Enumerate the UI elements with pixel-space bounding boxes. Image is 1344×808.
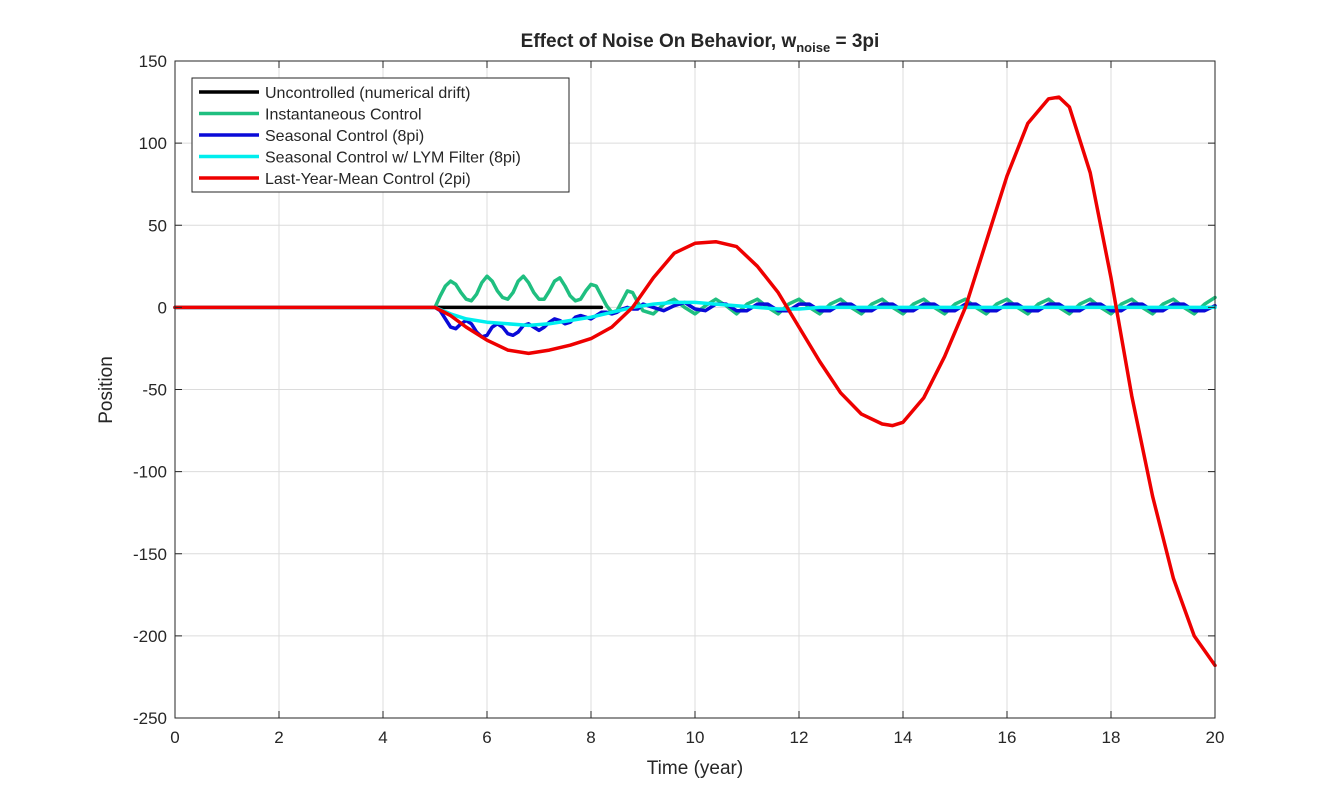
x-tick-label: 8: [586, 728, 595, 747]
x-tick-label: 0: [170, 728, 179, 747]
x-tick-label: 6: [482, 728, 491, 747]
legend-entry-label: Seasonal Control (8pi): [265, 128, 424, 145]
x-axis-label: Time (year): [647, 758, 743, 779]
chart-title: Effect of Noise On Behavior, wnoise = 3p…: [521, 31, 880, 55]
y-tick-label: -100: [133, 463, 167, 482]
x-tick-label: 12: [790, 728, 809, 747]
y-tick-label: -50: [142, 381, 167, 400]
x-tick-label: 4: [378, 728, 387, 747]
x-tick-label: 2: [274, 728, 283, 747]
y-tick-label: 150: [139, 52, 167, 71]
series-line-1: [173, 274, 1217, 316]
y-tick-label: -250: [133, 709, 167, 728]
y-tick-label: 50: [148, 216, 167, 235]
x-tick-label: 20: [1206, 728, 1225, 747]
x-tick-label: 14: [894, 728, 913, 747]
legend-entry-label: Uncontrolled (numerical drift): [265, 85, 470, 102]
chart-title-suffix: = 3pi: [830, 31, 879, 52]
legend-entry-label: Seasonal Control w/ LYM Filter (8pi): [265, 150, 521, 167]
legend-entry-label: Instantaneous Control: [265, 107, 422, 124]
y-axis-label: Position: [96, 356, 117, 424]
series-layer: [173, 95, 1217, 668]
y-tick-label: 0: [158, 298, 167, 317]
ticks: 0 2 4 6 8 10 12 14 16 18 20 -250 -200 -150 -100 -50 0 50 1…: [133, 52, 1224, 747]
chart-title-subscript: noise: [796, 40, 830, 55]
series-line-3: [173, 300, 1217, 328]
x-tick-label: 18: [1102, 728, 1121, 747]
x-tick-label: 10: [686, 728, 705, 747]
y-tick-label: 100: [139, 134, 167, 153]
series-line-4: [173, 95, 1217, 668]
legend-entry-label: Last-Year-Mean Control (2pi): [265, 171, 471, 188]
y-tick-label: -150: [133, 545, 167, 564]
chart-title-main: Effect of Noise On Behavior, w: [521, 31, 797, 52]
legend: Uncontrolled (numerical drift) Instantane…: [191, 77, 570, 193]
x-tick-label: 16: [998, 728, 1017, 747]
y-tick-label: -200: [133, 627, 167, 646]
